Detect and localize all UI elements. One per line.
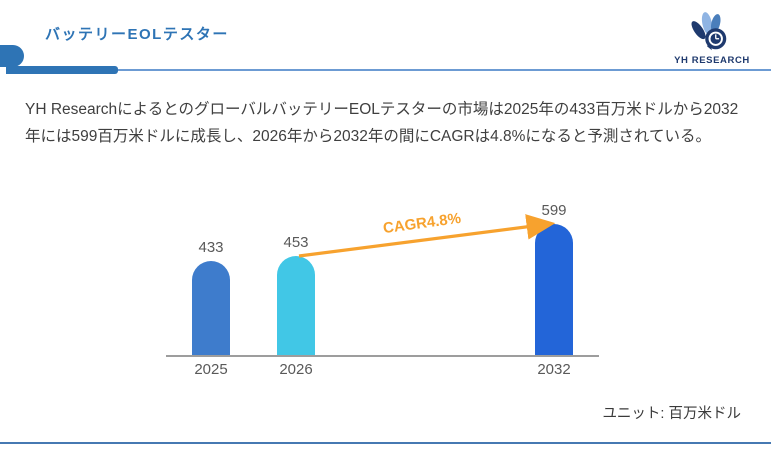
bar-2032: [535, 224, 573, 355]
cagr-trend-arrow: [298, 214, 556, 258]
footer-divider-line: [0, 442, 771, 444]
brand-logo: YH RESEARCH: [664, 10, 760, 68]
category-label-2032: 2032: [537, 361, 571, 378]
value-label-2026: 453: [283, 234, 309, 251]
category-label-2026: 2026: [279, 361, 313, 378]
market-summary-paragraph: YH ResearchによるとのグローバルバッテリーEOLテスターの市場は202…: [25, 96, 752, 150]
header-accent-bar: [6, 66, 118, 74]
bar-2025: [192, 261, 230, 355]
category-label-2025: 2025: [194, 361, 228, 378]
header-divider-line: [6, 69, 771, 71]
unit-label: ユニット: 百万米ドル: [602, 406, 741, 422]
x-axis-line: [166, 355, 599, 357]
brand-name: YH RESEARCH: [674, 55, 750, 66]
summary-line-1: YH ResearchによるとのグローバルバッテリーEOLテスターの市場は202…: [25, 101, 739, 118]
summary-line-2: 年には599百万米ドルに成長し、2026年から2032年の間にCAGRは4.8%…: [25, 128, 711, 145]
bar-2026: [277, 256, 315, 355]
yh-research-logo-icon: [691, 12, 727, 51]
page-title: バッテリーEOLテスター: [45, 26, 229, 43]
value-label-2025: 433: [198, 239, 224, 256]
header-accent-tab: [0, 45, 24, 67]
